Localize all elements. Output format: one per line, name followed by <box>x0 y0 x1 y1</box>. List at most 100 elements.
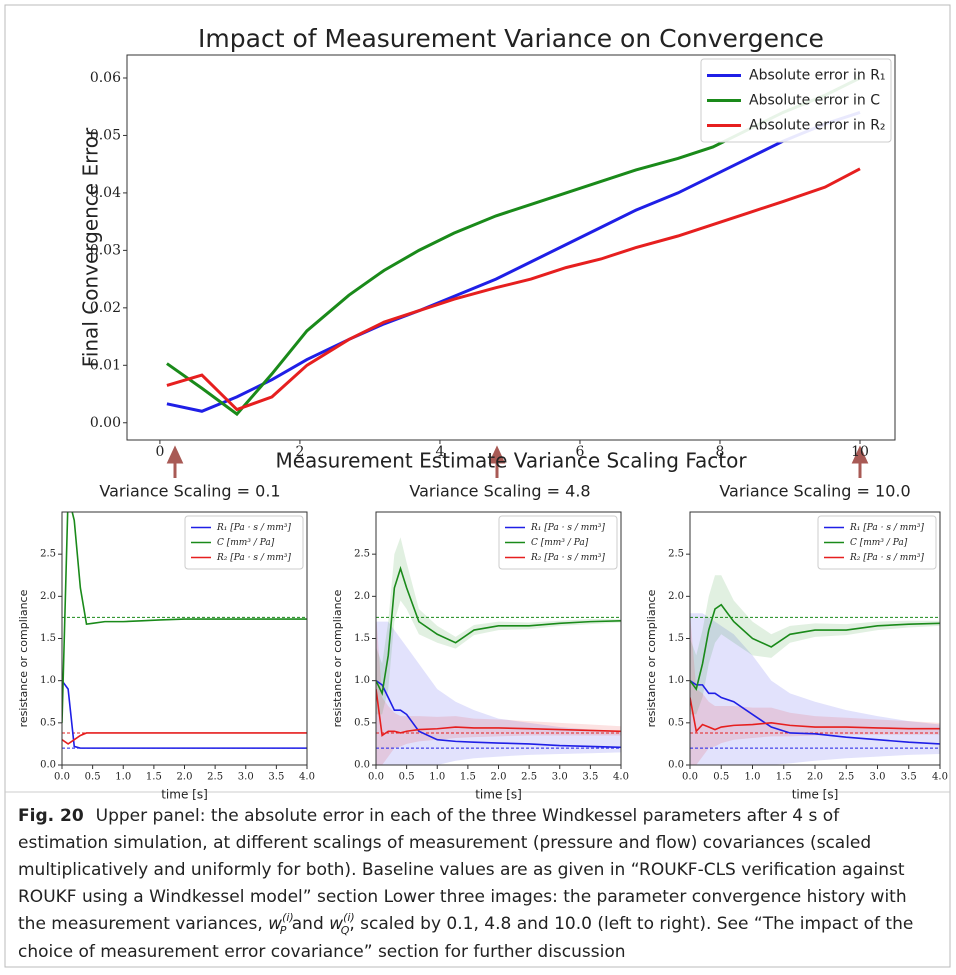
y-tick-label: 1.0 <box>668 675 684 686</box>
uncertainty-band <box>690 613 940 765</box>
legend-label: R₂ [Pa · s / mm³] <box>849 553 924 563</box>
caption-text: Upper panel: the absolute error in each … <box>18 806 907 934</box>
y-tick-label: 0.04 <box>90 185 121 201</box>
x-tick-label: 2.5 <box>207 772 223 783</box>
x-tick-label: 3.0 <box>238 772 254 783</box>
y-tick-label: 0.03 <box>90 242 121 258</box>
x-tick-label: 4.0 <box>932 772 948 783</box>
x-tick-label: 1.0 <box>429 772 445 783</box>
x-tick-label: 0.0 <box>682 772 698 783</box>
series-line <box>62 680 307 749</box>
x-tick-label: 3.0 <box>552 772 568 783</box>
x-tick-label: 3.0 <box>870 772 886 783</box>
x-tick-label: 4 <box>435 444 444 460</box>
chart: Impact of Measurement Variance on Conver… <box>79 24 896 473</box>
chart-title: Variance Scaling = 4.8 <box>409 482 590 501</box>
x-tick-label: 0 <box>155 444 164 460</box>
x-tick-label: 0.0 <box>368 772 384 783</box>
legend-label: R₂ [Pa · s / mm³] <box>216 553 291 563</box>
plot-frame <box>61 511 308 766</box>
chart: Variance Scaling = 10.0 time [s] resistanc… <box>645 482 948 802</box>
legend-label: Absolute error in R₂ <box>749 118 886 134</box>
y-tick-label: 0.0 <box>354 760 370 771</box>
caption-text: Q <box>340 924 350 937</box>
y-tick-label: 0.5 <box>40 717 56 728</box>
plot-area <box>376 537 621 765</box>
arrows <box>166 445 869 478</box>
y-tick-label: 2.5 <box>354 549 370 560</box>
legend-label: Absolute error in R₁ <box>749 68 886 84</box>
legend-box <box>700 58 892 143</box>
x-tick-label: 2.0 <box>177 772 193 783</box>
x-tick-label: 8 <box>716 444 725 460</box>
x-axis-label: time [s] <box>161 788 208 802</box>
arrow-head <box>488 445 506 464</box>
x-axis-label: time [s] <box>792 788 839 802</box>
legend-label: R₁ [Pa · s / mm³] <box>530 523 605 533</box>
y-tick-label: 1.5 <box>354 633 370 644</box>
caption-text: w <box>268 914 283 934</box>
x-tick-label: 4.0 <box>613 772 629 783</box>
uncertainty-band <box>690 575 940 715</box>
chart-title: Impact of Measurement Variance on Conver… <box>198 24 824 53</box>
legend-label: R₂ [Pa · s / mm³] <box>530 553 605 563</box>
series-line <box>62 512 307 723</box>
legend-box <box>498 515 618 570</box>
x-tick-label: 0.5 <box>85 772 101 783</box>
x-tick-label: 1.0 <box>115 772 131 783</box>
y-axis-label: resistance or compliance <box>645 589 658 727</box>
legend-label: C [mm³ / Pa] <box>850 538 908 548</box>
legend-label: C [mm³ / Pa] <box>531 538 589 548</box>
series-line <box>690 697 940 733</box>
y-tick-label: 2.0 <box>668 591 684 602</box>
y-tick-label: 0.0 <box>668 760 684 771</box>
series-line <box>376 565 621 696</box>
y-axis-label: resistance or compliance <box>17 589 30 727</box>
x-tick-label: 2.5 <box>838 772 854 783</box>
caption-text: (i) <box>282 911 294 924</box>
arrow-head <box>166 445 184 464</box>
x-tick-label: 1.5 <box>776 772 792 783</box>
x-tick-label: 3.5 <box>268 772 284 783</box>
plot-area <box>690 575 940 765</box>
y-axis-label: resistance or compliance <box>331 589 344 727</box>
caption-text: P <box>279 924 287 937</box>
figure-border <box>4 4 951 968</box>
caption-text: w <box>329 914 344 934</box>
legend-label: R₁ [Pa · s / mm³] <box>216 523 291 533</box>
caption-label: Fig. 20 <box>18 806 84 826</box>
x-tick-label: 2.0 <box>807 772 823 783</box>
x-tick-label: 2.5 <box>521 772 537 783</box>
legend-label: Absolute error in C <box>749 93 880 109</box>
y-tick-label: 1.0 <box>40 675 56 686</box>
x-tick-label: 0.0 <box>54 772 70 783</box>
series-line <box>166 111 861 413</box>
x-tick-label: 4.0 <box>299 772 315 783</box>
y-tick-label: 0.02 <box>90 300 121 316</box>
legend-label: R₁ [Pa · s / mm³] <box>849 523 924 533</box>
caption-text: , scaled by 0.1, 4.8 and 10.0 (left to r… <box>18 914 914 962</box>
uncertainty-band <box>376 613 621 765</box>
series-line <box>376 680 621 749</box>
chart: Variance Scaling = 4.8 time [s] resistance… <box>331 482 629 802</box>
caption-text: (i) <box>343 911 355 924</box>
x-tick-label: 0.5 <box>399 772 415 783</box>
y-tick-label: 0.5 <box>354 717 370 728</box>
plot-frame <box>375 511 622 766</box>
y-tick-label: 2.0 <box>40 591 56 602</box>
y-tick-label: 2.0 <box>354 591 370 602</box>
x-tick-label: 3.5 <box>901 772 917 783</box>
legend-box <box>184 515 304 570</box>
y-tick-label: 1.5 <box>40 633 56 644</box>
y-tick-label: 2.5 <box>40 549 56 560</box>
series-line <box>166 167 861 412</box>
caption: Fig. 20 Upper panel: the absolute error i… <box>18 803 933 966</box>
x-tick-label: 0.5 <box>713 772 729 783</box>
chart-title: Variance Scaling = 10.0 <box>719 482 910 501</box>
uncertainty-band <box>690 613 940 765</box>
y-tick-label: 0.05 <box>90 127 121 143</box>
y-tick-label: 0.0 <box>40 760 56 771</box>
series-line <box>690 603 940 691</box>
y-tick-label: 0.00 <box>90 415 121 431</box>
